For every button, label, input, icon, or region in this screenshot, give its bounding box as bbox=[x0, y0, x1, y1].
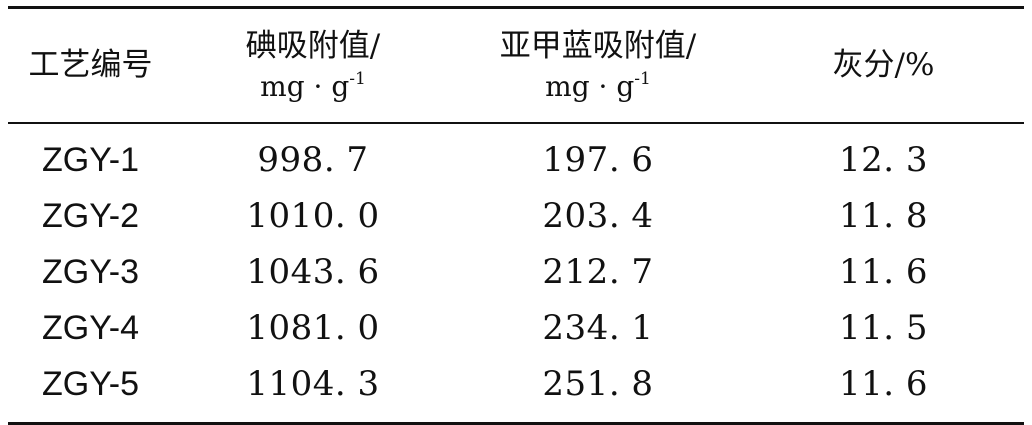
cell-code: ZGY-4 bbox=[41, 308, 139, 347]
cell-iodine: 998. 7 bbox=[257, 140, 369, 180]
header-iodine-unit: mg · g-1 bbox=[173, 68, 453, 106]
header-process-no: 工艺编号 bbox=[8, 45, 173, 87]
header-iodine-label: 碘吸附值/ bbox=[245, 27, 381, 64]
cell-ash: 11. 8 bbox=[838, 196, 928, 236]
cell-iodine: 1104. 3 bbox=[246, 364, 380, 404]
cell-code: ZGY-1 bbox=[41, 140, 139, 179]
table-row: ZGY-5 1104. 3 251. 8 11. 6 bbox=[8, 356, 1024, 412]
header-methylene-blue-unit-exp: -1 bbox=[634, 68, 651, 89]
header-iodine: 碘吸附值/ mg · g-1 bbox=[173, 26, 453, 106]
header-iodine-unit-exp: -1 bbox=[349, 68, 366, 89]
table-row: ZGY-4 1081. 0 234. 1 11. 5 bbox=[8, 300, 1024, 356]
table-row: ZGY-1 998. 7 197. 6 12. 3 bbox=[8, 132, 1024, 188]
table-top-rule bbox=[8, 6, 1024, 9]
cell-code: ZGY-3 bbox=[41, 252, 139, 291]
cell-code: ZGY-2 bbox=[41, 196, 139, 235]
cell-iodine: 1043. 6 bbox=[246, 252, 380, 292]
cell-ash: 11. 6 bbox=[838, 364, 928, 404]
cell-methylene-blue: 234. 1 bbox=[542, 308, 654, 348]
header-methylene-blue-unit-base: mg · g bbox=[545, 69, 635, 103]
header-methylene-blue-label: 亚甲蓝吸附值/ bbox=[499, 27, 697, 64]
cell-methylene-blue: 212. 7 bbox=[542, 252, 654, 292]
table-body-top-spacer bbox=[8, 124, 1024, 132]
table-row: ZGY-3 1043. 6 212. 7 11. 6 bbox=[8, 244, 1024, 300]
header-process-no-label: 工艺编号 bbox=[28, 46, 153, 83]
cell-ash: 12. 3 bbox=[838, 140, 928, 180]
table-row: ZGY-2 1010. 0 203. 4 11. 8 bbox=[8, 188, 1024, 244]
header-methylene-blue-unit: mg · g-1 bbox=[453, 68, 743, 106]
header-ash-label: 灰分/% bbox=[832, 46, 935, 83]
cell-code: ZGY-5 bbox=[41, 364, 139, 403]
cell-iodine: 1010. 0 bbox=[246, 196, 380, 236]
cell-methylene-blue: 251. 8 bbox=[542, 364, 654, 404]
cell-methylene-blue: 203. 4 bbox=[542, 196, 654, 236]
header-methylene-blue: 亚甲蓝吸附值/ mg · g-1 bbox=[453, 26, 743, 106]
data-table: 工艺编号 碘吸附值/ mg · g-1 亚甲蓝吸附值/ mg · g-1 灰分/… bbox=[8, 6, 1024, 425]
header-ash: 灰分/% bbox=[743, 45, 1024, 87]
table-header-rule bbox=[8, 122, 1024, 124]
header-iodine-unit-base: mg · g bbox=[260, 69, 350, 103]
cell-ash: 11. 6 bbox=[838, 252, 928, 292]
cell-iodine: 1081. 0 bbox=[246, 308, 380, 348]
cell-ash: 11. 5 bbox=[838, 308, 928, 348]
cell-methylene-blue: 197. 6 bbox=[542, 140, 654, 180]
table-header-row: 工艺编号 碘吸附值/ mg · g-1 亚甲蓝吸附值/ mg · g-1 灰分/… bbox=[8, 9, 1024, 122]
